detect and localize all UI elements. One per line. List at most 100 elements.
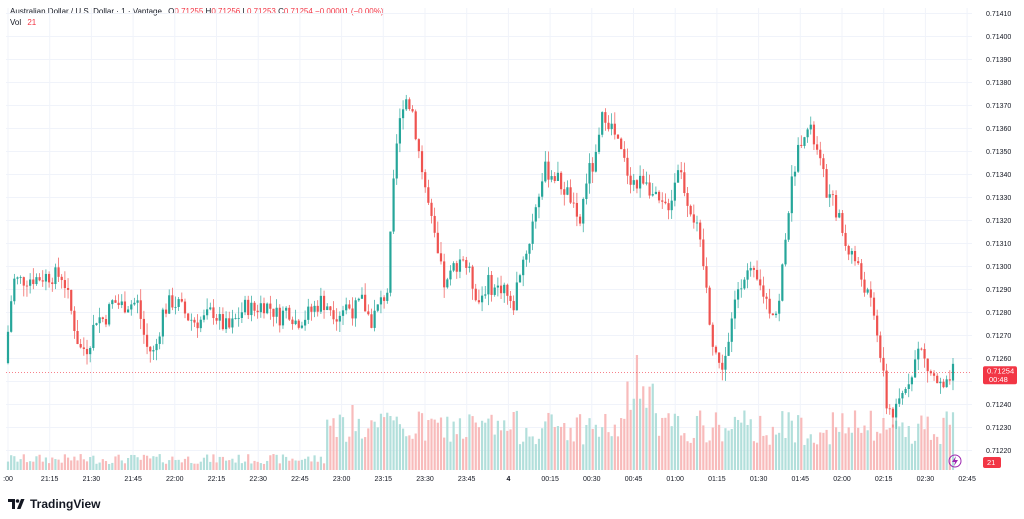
price-tick-label: 0.71280 [986, 310, 1011, 317]
candle-body [907, 384, 910, 390]
candle-body [370, 314, 373, 328]
symbol-title[interactable]: Australian Dollar / U.S. Dollar · 1 · Va… [10, 7, 162, 16]
candle-body [531, 221, 534, 244]
candle-body [673, 182, 676, 201]
candle-body [885, 370, 888, 409]
candle-body [831, 194, 834, 196]
time-axis[interactable]: :00 21:15 21:30 21:45 22:00 22:15 22:30 22:45 23… [3, 476, 976, 483]
time-tick-label: 22:45 [291, 476, 309, 483]
volume-bar [376, 427, 379, 470]
volume-bar [926, 416, 929, 470]
volume-bar [774, 434, 778, 470]
volume-bar [237, 454, 240, 470]
volume-bar [10, 455, 13, 470]
volume-bar [285, 456, 288, 470]
volume-bar [411, 438, 414, 470]
volume-bar [436, 422, 439, 470]
candle-body [642, 175, 645, 184]
volume-bar [680, 435, 683, 470]
candle-body [275, 307, 278, 317]
volume-bar [616, 436, 620, 470]
volume-bar [95, 463, 98, 470]
volume-bar [771, 426, 774, 470]
volume-bar [101, 459, 104, 470]
candle-body [582, 198, 585, 224]
volume-bar [575, 417, 578, 470]
candle-body [73, 310, 76, 331]
lightning-icon[interactable] [948, 454, 962, 468]
candle-body [774, 313, 778, 316]
volume-bar [373, 421, 376, 470]
candle-body [923, 348, 926, 359]
volume-bar [620, 418, 623, 470]
price-tick-label: 0.71310 [986, 241, 1011, 248]
candle-body [38, 277, 41, 281]
candle-body [793, 171, 797, 177]
candle-body [910, 377, 914, 385]
ohlc-high-label: H [205, 7, 212, 16]
volume-bar [22, 454, 25, 470]
candle-body [515, 282, 518, 311]
candle-body [256, 310, 259, 313]
volume-bar [332, 418, 335, 470]
volume-bar [326, 419, 329, 470]
candle-body [392, 178, 395, 232]
candle-body [41, 280, 44, 282]
candle-body [196, 322, 199, 329]
volume-bar [907, 426, 910, 470]
volume-bar [177, 459, 180, 470]
volume-label[interactable]: Vol [10, 18, 22, 27]
candle-body [806, 129, 809, 138]
candle-body [838, 213, 841, 218]
candle-body [70, 289, 73, 311]
candle-body [332, 310, 335, 320]
candle-body [559, 172, 563, 190]
candle-countdown: 00:48 [989, 375, 1008, 384]
candle-body [373, 310, 376, 328]
volume-bar [604, 413, 607, 470]
price-tick-label: 0.71300 [986, 264, 1011, 271]
candle-body [221, 314, 225, 330]
candle-body [398, 118, 402, 144]
volume-bar [171, 456, 174, 470]
volume-bar [822, 432, 825, 470]
candle-body [797, 144, 800, 172]
candle-body [708, 287, 711, 325]
volume-bar [117, 454, 120, 470]
price-axis[interactable]: 0.71410 0.71400 0.71390 0.71380 0.71370 0.713… [986, 11, 1011, 455]
candle-body [303, 319, 307, 326]
volume-bar [686, 441, 689, 470]
candle-body [657, 191, 661, 201]
volume-bar [161, 462, 164, 470]
candle-body [594, 151, 597, 172]
candle-body [386, 292, 389, 301]
candle-body [443, 261, 446, 288]
volume-bar [449, 441, 452, 470]
time-tick-label: 23:30 [416, 476, 434, 483]
candle-body [563, 189, 566, 195]
candle-body [389, 231, 392, 293]
volume-bar [901, 422, 904, 470]
candle-body [294, 320, 297, 325]
candle-body [544, 161, 547, 182]
candle-body [307, 306, 310, 320]
volume-bar [635, 355, 639, 470]
candle-body [395, 143, 398, 179]
price-tick-label: 0.71230 [986, 425, 1011, 432]
time-tick-label: :00 [3, 476, 13, 483]
volume-bar [316, 461, 319, 470]
candle-body [455, 263, 458, 272]
volume-bar [114, 456, 117, 470]
volume-bar [79, 454, 82, 470]
volume-bar [806, 438, 809, 470]
volume-bar [601, 427, 604, 470]
volume-bar [234, 462, 237, 470]
volume-bar [904, 437, 907, 470]
volume-bar [689, 442, 692, 470]
candle-body [518, 275, 522, 283]
brand-name[interactable]: TradingView [30, 497, 101, 511]
volume-bar [623, 418, 626, 470]
candle-body [847, 245, 850, 255]
volume-bar [133, 455, 136, 470]
